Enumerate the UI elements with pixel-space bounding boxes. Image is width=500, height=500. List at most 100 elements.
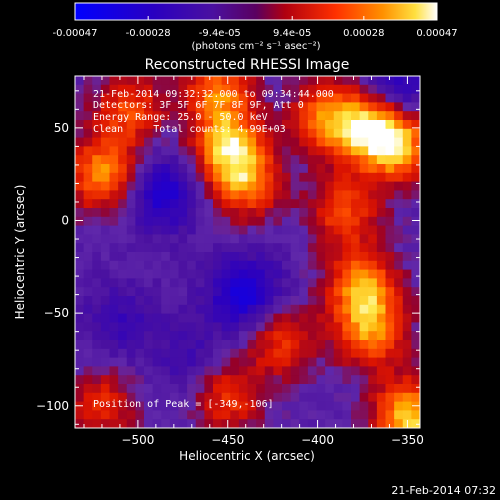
heatmap-cell xyxy=(221,199,231,209)
heatmap-cell xyxy=(368,120,378,130)
heatmap-cell xyxy=(273,340,283,350)
heatmap-cell xyxy=(385,84,395,95)
heatmap-cell xyxy=(213,225,223,235)
heatmap-cell xyxy=(411,287,420,297)
heatmap-cell xyxy=(351,208,361,218)
heatmap-cell xyxy=(351,120,361,130)
heatmap-cell xyxy=(316,146,326,156)
heatmap-cell xyxy=(92,208,102,218)
heatmap-cell xyxy=(204,331,214,341)
heatmap-cell xyxy=(299,164,309,174)
heatmap-cell xyxy=(178,296,188,306)
heatmap-cell xyxy=(316,102,326,112)
heatmap-cell xyxy=(100,252,111,262)
heatmap-image xyxy=(75,76,420,428)
heatmap-cell xyxy=(385,102,395,112)
heatmap-cell xyxy=(411,120,420,130)
heatmap-cell xyxy=(187,252,197,262)
heatmap-cell xyxy=(195,269,205,279)
heatmap-cell xyxy=(325,128,335,139)
heatmap-cell xyxy=(282,137,292,147)
heatmap-cell xyxy=(144,190,154,200)
heatmap-cell xyxy=(213,260,223,271)
heatmap-cell xyxy=(247,331,257,341)
heatmap-cell xyxy=(118,216,128,227)
heatmap-cell xyxy=(411,181,420,191)
heatmap-cell xyxy=(135,76,145,86)
heatmap-cell xyxy=(126,392,136,403)
heatmap-cell xyxy=(126,111,136,121)
heatmap-cell xyxy=(221,348,231,359)
heatmap-cell xyxy=(118,102,128,112)
heatmap-cell xyxy=(333,146,343,156)
heatmap-cell xyxy=(325,190,335,200)
heatmap-cell xyxy=(204,340,214,350)
heatmap-cell xyxy=(394,120,404,130)
heatmap-cell xyxy=(376,340,387,350)
heatmap-cell xyxy=(307,410,318,420)
heatmap-cell xyxy=(75,199,85,209)
heatmap-cell xyxy=(169,181,180,191)
heatmap-cell xyxy=(213,269,223,279)
heatmap-cell xyxy=(221,146,231,156)
heatmap-cell xyxy=(342,111,352,121)
heatmap-cell xyxy=(402,348,412,359)
heatmap-cell xyxy=(118,172,128,183)
heatmap-cell xyxy=(299,76,309,86)
heatmap-cell xyxy=(100,384,111,394)
heatmap-cell xyxy=(282,225,292,235)
heatmap-cell xyxy=(213,84,223,95)
heatmap-cell xyxy=(178,111,188,121)
heatmap-cell xyxy=(144,172,154,183)
info-text-block: 21-Feb-2014 09:32:32.000 to 09:34:44.000… xyxy=(93,89,334,135)
heatmap-cell xyxy=(118,234,128,244)
heatmap-cell xyxy=(307,102,318,112)
heatmap-cell xyxy=(230,243,240,253)
heatmap-cell xyxy=(109,357,119,367)
heatmap-cell xyxy=(351,137,361,147)
heatmap-cell xyxy=(75,111,85,121)
heatmap-cell xyxy=(290,384,300,394)
heatmap-cell xyxy=(204,225,214,235)
heatmap-cell xyxy=(247,137,257,147)
heatmap-cell xyxy=(230,146,240,156)
heatmap-cell xyxy=(256,357,266,367)
heatmap-cell xyxy=(351,419,361,428)
heatmap-cell xyxy=(307,76,318,86)
heatmap-cell xyxy=(92,234,102,244)
heatmap-cell xyxy=(118,278,128,288)
heatmap-cell xyxy=(221,102,231,112)
heatmap-cell xyxy=(394,410,404,420)
heatmap-cell xyxy=(109,181,119,191)
heatmap-cell xyxy=(368,243,378,253)
heatmap-cell xyxy=(359,322,369,332)
heatmap-cell xyxy=(247,93,257,103)
heatmap-cell xyxy=(316,260,326,271)
heatmap-cell xyxy=(307,401,318,411)
heatmap-cell xyxy=(178,181,188,191)
heatmap-cell xyxy=(359,93,369,103)
heatmap-cell xyxy=(109,304,119,315)
heatmap-cell xyxy=(204,304,214,315)
heatmap-cell xyxy=(316,155,326,165)
heatmap-cell xyxy=(247,199,257,209)
heatmap-cell xyxy=(169,102,180,112)
heatmap-cell xyxy=(230,76,240,86)
heatmap-cell xyxy=(325,234,335,244)
heatmap-cell xyxy=(402,181,412,191)
heatmap-cell xyxy=(187,225,197,235)
heatmap-cell xyxy=(238,331,249,341)
heatmap-cell xyxy=(376,401,387,411)
heatmap-cell xyxy=(92,243,102,253)
heatmap-cell xyxy=(144,164,154,174)
heatmap-cell xyxy=(100,348,111,359)
heatmap-cell xyxy=(135,410,145,420)
heatmap-cell xyxy=(376,111,387,121)
heatmap-cell xyxy=(152,128,162,139)
heatmap-cell xyxy=(264,243,274,253)
heatmap-cell xyxy=(178,146,188,156)
colorbar-tick-label: 9.4e-05 xyxy=(273,28,311,39)
heatmap-cell xyxy=(92,199,102,209)
heatmap-cell xyxy=(368,137,378,147)
heatmap-cell xyxy=(282,155,292,165)
